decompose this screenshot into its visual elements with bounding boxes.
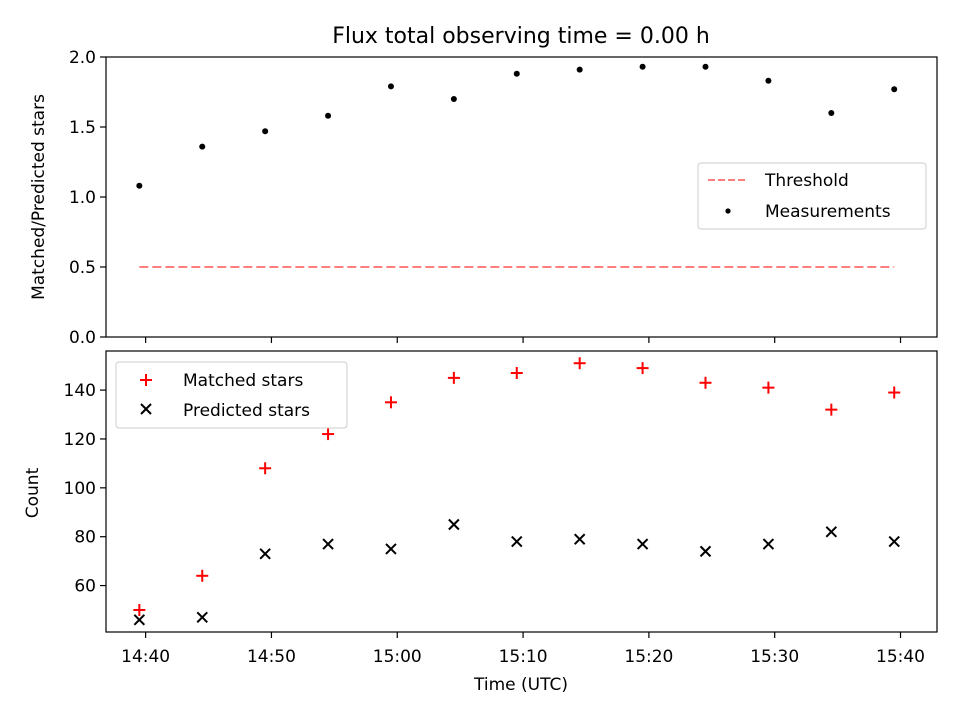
measurement-point bbox=[387, 83, 394, 90]
predicted-stars-point bbox=[762, 538, 775, 550]
measurement-point bbox=[136, 182, 143, 189]
top-y-tick-label: 1.5 bbox=[69, 118, 96, 138]
bottom-legend: Matched stars Predicted stars bbox=[115, 361, 348, 429]
bottom-x-ticks: 14:40 14:50 15:00 15:10 15:20 15:30 15:40 bbox=[121, 632, 925, 667]
measurement-point bbox=[450, 96, 457, 102]
measurement-point bbox=[262, 128, 269, 135]
predicted-stars-legend-label: Predicted stars bbox=[183, 401, 310, 421]
predicted-stars-point bbox=[573, 533, 586, 545]
matched-stars-point bbox=[825, 403, 838, 416]
top-panel: Flux total observing time = 0.00 h Match… bbox=[29, 24, 938, 348]
predicted-stars-point bbox=[385, 543, 397, 555]
top-y-tick-label: 0.5 bbox=[69, 258, 96, 278]
matched-stars-point bbox=[447, 371, 460, 384]
bottom-panel: Count Time (UTC) 60 80 100 120 140 14:40 14:5… bbox=[23, 350, 938, 695]
top-y-axis-label: Matched/Predicted stars bbox=[29, 94, 49, 300]
bottom-y-tick-label: 80 bbox=[74, 528, 96, 548]
matched-stars-point bbox=[384, 396, 397, 409]
predicted-stars-point bbox=[825, 526, 838, 538]
bottom-x-tick-label: 14:40 bbox=[121, 647, 170, 667]
matched-stars-point bbox=[888, 386, 901, 399]
bottom-x-tick-label: 15:30 bbox=[750, 647, 799, 667]
measurements-legend-swatch bbox=[725, 208, 731, 214]
threshold-legend-label: Threshold bbox=[764, 171, 849, 191]
top-plot-frame bbox=[105, 56, 938, 338]
matched-stars-point bbox=[133, 604, 146, 617]
predicted-stars-point bbox=[259, 548, 271, 560]
bottom-plot-marks bbox=[133, 357, 901, 626]
bottom-x-axis-label: Time (UTC) bbox=[473, 675, 568, 695]
measurement-point bbox=[513, 70, 520, 77]
measurement-point bbox=[891, 86, 898, 93]
predicted-stars-point bbox=[699, 545, 712, 558]
bottom-plot-frame bbox=[105, 350, 938, 633]
predicted-stars-point bbox=[133, 614, 146, 626]
matched-stars-point bbox=[510, 366, 523, 379]
bottom-y-tick-label: 140 bbox=[64, 381, 96, 401]
bottom-y-ticks: 60 80 100 120 140 bbox=[64, 381, 106, 597]
bottom-y-axis-label: Count bbox=[23, 467, 43, 518]
top-y-tick-label: 1.0 bbox=[69, 188, 96, 208]
top-y-tick-label: 0.0 bbox=[69, 328, 96, 348]
matched-stars-point bbox=[636, 362, 649, 375]
matched-stars-point bbox=[196, 569, 209, 582]
top-legend-box bbox=[697, 162, 927, 230]
predicted-stars-point bbox=[511, 535, 523, 548]
matched-stars-point bbox=[322, 428, 335, 441]
measurement-point bbox=[765, 77, 772, 84]
bottom-x-tick-label: 15:00 bbox=[373, 647, 422, 667]
top-y-tick-label: 2.0 bbox=[69, 48, 96, 68]
measurement-point bbox=[639, 63, 646, 70]
measurement-point bbox=[702, 63, 709, 70]
matched-stars-legend-label: Matched stars bbox=[183, 371, 303, 391]
matched-stars-legend-swatch bbox=[140, 374, 152, 386]
measurement-point bbox=[199, 143, 206, 150]
matched-stars-point bbox=[762, 381, 775, 394]
bottom-x-tick-label: 15:40 bbox=[876, 647, 925, 667]
measurement-point bbox=[576, 66, 583, 73]
measurement-point bbox=[828, 110, 835, 116]
bottom-y-tick-label: 120 bbox=[64, 430, 96, 450]
bottom-y-tick-label: 60 bbox=[74, 577, 96, 597]
top-y-ticks: 0.0 0.5 1.0 1.5 2.0 bbox=[69, 48, 106, 348]
matched-stars-point bbox=[573, 357, 586, 370]
predicted-stars-point bbox=[636, 538, 649, 550]
top-x-ticks bbox=[145, 337, 902, 343]
bottom-x-tick-label: 15:10 bbox=[499, 647, 548, 667]
predicted-stars-legend-swatch bbox=[140, 403, 152, 415]
predicted-stars-point bbox=[322, 538, 334, 550]
measurements-legend-label: Measurements bbox=[765, 202, 891, 222]
top-chart-title: Flux total observing time = 0.00 h bbox=[332, 24, 710, 49]
top-legend: Threshold Measurements bbox=[697, 162, 927, 230]
bottom-y-tick-label: 100 bbox=[64, 479, 96, 499]
bottom-x-tick-label: 14:50 bbox=[247, 647, 296, 667]
measurement-point bbox=[325, 112, 332, 119]
bottom-legend-box bbox=[115, 361, 348, 429]
matched-stars-point bbox=[259, 462, 272, 475]
top-plot-marks bbox=[136, 63, 898, 268]
predicted-stars-point bbox=[448, 518, 460, 531]
matched-stars-point bbox=[699, 376, 712, 389]
predicted-stars-point bbox=[196, 611, 208, 624]
bottom-x-tick-label: 15:20 bbox=[624, 647, 673, 667]
predicted-stars-point bbox=[888, 535, 900, 548]
